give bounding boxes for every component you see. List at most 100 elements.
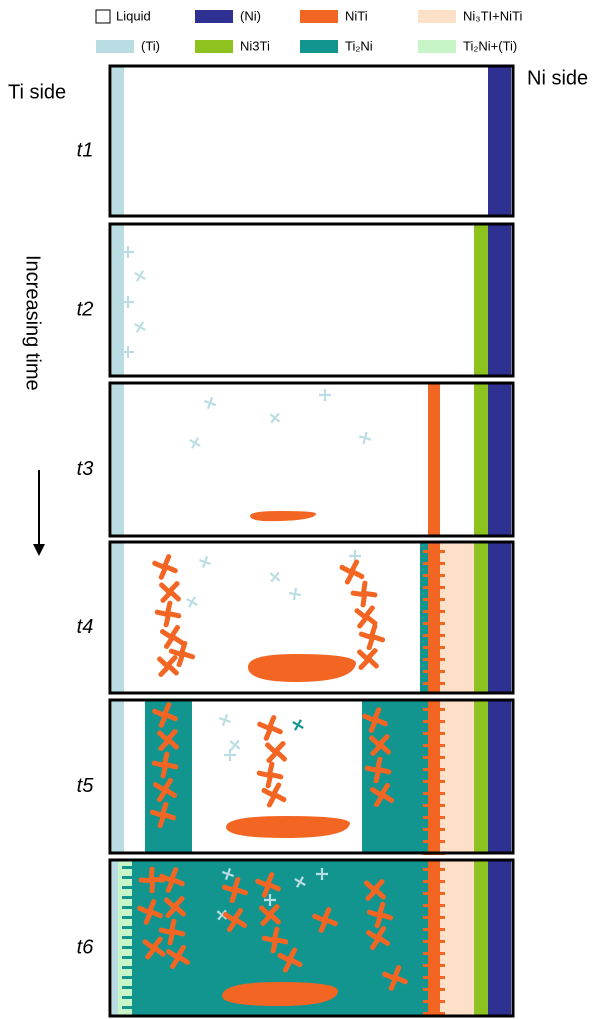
ti-layer [112,700,124,853]
niti-tooth [423,780,445,783]
panel [108,222,515,378]
panel [108,858,515,1018]
ti2ni-layer [420,700,428,853]
niti-blob [226,816,351,838]
panel [108,540,515,695]
ni3ti-niti-layer [440,542,474,693]
panel [108,381,515,538]
ti2ni-layer [420,542,428,693]
ti2ni-ti-grain [122,906,132,909]
ti2ni-ti-grain [122,886,132,889]
niti-layer [428,700,440,853]
legend: Liquid (Ni) NiTi Ni₃TI+NiTi (Ti) Ni3Ti T… [95,8,522,53]
ti2ni-ti-grain [122,866,132,869]
niti-tooth [423,646,445,649]
niti-tooth [423,610,445,613]
niti-tooth [423,756,445,759]
ti2ni-ti-grain [122,876,132,879]
niti-tooth [423,792,445,795]
niti-blob [250,511,317,522]
niti-tooth [423,804,445,807]
ni-layer [488,860,511,1016]
legend-label: NiTi [345,8,368,23]
ti2ni-region [362,700,422,853]
ti2ni-ti-grain [122,996,132,999]
legend-swatch [195,10,233,23]
niti-blob [222,982,339,1006]
niti-tooth [423,682,445,685]
niti-blob [248,654,357,682]
panel-label: t6 [77,936,95,958]
ti2ni-ti-grain [122,976,132,979]
ti2ni-ti-grain [122,896,132,899]
ti-layer [112,383,124,536]
niti-tooth [423,670,445,673]
ti-layer [112,542,124,693]
niti-tooth [423,658,445,661]
ni-side-label: Ni side [527,67,588,89]
niti-tooth [423,744,445,747]
ti2ni-region [145,700,192,853]
niti-tooth [423,598,445,601]
legend-swatch [95,9,111,24]
legend-swatch [300,10,338,23]
niti-tooth [423,586,445,589]
niti-tooth [423,940,445,943]
niti-tooth [423,562,445,565]
niti-tooth [423,1000,445,1003]
ti2ni-ti-grain [122,946,132,949]
panels [108,64,515,1018]
panel-label: t2 [77,298,94,320]
ti-layer [112,66,124,216]
ni-layer [488,542,511,693]
liquid [110,224,513,376]
legend-swatch [300,40,338,53]
niti-layer [428,542,440,693]
niti-tooth [423,904,445,907]
ti2ni-ti-grain [122,916,132,919]
niti-tooth [423,928,445,931]
niti-layer [428,860,440,1016]
time-axis-label: Increasing time [22,255,44,391]
panel [108,64,515,218]
liquid [110,383,513,536]
niti-tooth [423,768,445,771]
niti-tooth [423,988,445,991]
legend-label: (Ti) [141,38,160,53]
ti2ni-ti-grain [122,926,132,929]
panel-label: t3 [77,458,94,480]
niti-tooth [423,732,445,735]
ti2ni-ti-grain [122,986,132,989]
niti-tooth [423,840,445,843]
time-arrow-head [33,544,45,556]
niti-tooth [423,880,445,883]
ti-side-label: Ti side [8,81,66,103]
panel-label: t1 [77,139,94,161]
ni3ti-layer [474,383,488,536]
niti-tooth [423,868,445,871]
ni3ti-layer [474,700,488,853]
liquid [110,66,513,216]
panel-border [108,381,515,538]
ti2ni-ti-grain [122,936,132,939]
niti-tooth [423,816,445,819]
ti2ni-ti-grain [122,1006,132,1009]
panel-border [108,540,515,695]
ni-layer [488,700,511,853]
panel-label: t5 [77,775,95,797]
legend-swatch [96,40,134,53]
niti-tooth [423,952,445,955]
niti-tooth [423,828,445,831]
niti-tooth [423,916,445,919]
legend-label: Ti₂Ni+(Ti) [463,38,517,53]
panel-border [108,858,515,1018]
panel-border [108,698,515,855]
niti-layer [428,383,440,536]
legend-label: Liquid [116,8,151,23]
panel [108,697,515,855]
ti2ni-ti-grain [122,956,132,959]
niti-tooth [423,708,445,711]
legend-swatch [418,10,456,23]
ni-layer [488,66,511,216]
